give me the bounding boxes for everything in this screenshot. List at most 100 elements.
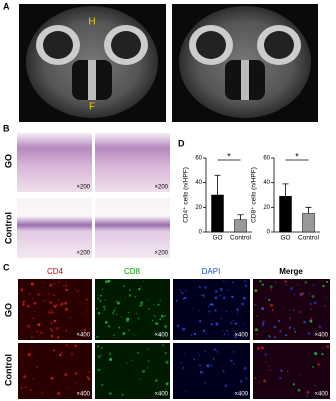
cell-dot bbox=[135, 312, 138, 314]
cell-dot bbox=[87, 371, 90, 373]
cell-dot bbox=[22, 303, 25, 306]
y-axis-label: CD4⁺ cells (n/HPF) bbox=[183, 167, 190, 223]
ct-image bbox=[172, 4, 318, 122]
magnification: ×400 bbox=[76, 333, 90, 339]
cell-dot bbox=[47, 292, 50, 295]
cell-dot bbox=[49, 327, 52, 330]
cell-dot bbox=[273, 325, 277, 329]
cell-dot bbox=[254, 377, 257, 379]
cell-dot bbox=[254, 289, 258, 293]
histology-image bbox=[95, 198, 170, 258]
cell-dot bbox=[164, 325, 168, 329]
cell-dot bbox=[27, 324, 31, 328]
cell-dot bbox=[140, 302, 144, 306]
cell-dot bbox=[277, 319, 281, 323]
magnification: ×400 bbox=[76, 392, 90, 398]
cell-dot bbox=[214, 309, 217, 312]
cell-dot bbox=[314, 352, 318, 356]
cell-dot bbox=[20, 288, 23, 292]
cell-dot bbox=[201, 371, 204, 374]
cell-dot bbox=[50, 309, 52, 311]
magnification: ×200 bbox=[76, 185, 90, 191]
cell-dot bbox=[239, 380, 243, 383]
cell-dot bbox=[64, 373, 68, 377]
cell-dot bbox=[224, 384, 228, 388]
bar bbox=[302, 213, 315, 233]
cell-dot bbox=[64, 284, 68, 287]
cell-dot bbox=[269, 369, 272, 372]
cell-dot bbox=[65, 344, 68, 347]
cell-dot bbox=[271, 309, 274, 311]
cell-dot bbox=[147, 348, 149, 350]
cell-dot bbox=[242, 296, 246, 300]
magnification: ×200 bbox=[154, 185, 168, 191]
cell-dot bbox=[104, 299, 106, 301]
cell-dot bbox=[31, 282, 33, 284]
cell-dot bbox=[268, 298, 271, 301]
cell-dot bbox=[303, 320, 307, 324]
y-tick-label: 0 bbox=[267, 230, 271, 236]
cell-dot bbox=[293, 293, 296, 296]
cell-dot bbox=[326, 280, 329, 283]
cell-dot bbox=[64, 301, 67, 305]
cell-dot bbox=[32, 377, 35, 380]
cell-dot bbox=[233, 363, 235, 365]
cell-dot bbox=[77, 290, 79, 293]
cell-dot bbox=[131, 359, 133, 361]
cell-dot bbox=[219, 294, 222, 297]
cell-dot bbox=[99, 294, 103, 297]
cell-dot bbox=[50, 334, 54, 338]
cell-dot bbox=[234, 322, 238, 325]
cell-dot bbox=[137, 317, 140, 320]
cell-dot bbox=[180, 362, 182, 364]
cell-dot bbox=[113, 309, 116, 312]
cell-dot bbox=[258, 381, 260, 384]
cell-dot bbox=[115, 300, 118, 302]
cell-dot bbox=[159, 334, 161, 336]
cell-dot bbox=[292, 383, 296, 386]
cell-dot bbox=[232, 350, 235, 353]
cell-dot bbox=[126, 319, 129, 323]
cell-dot bbox=[304, 280, 308, 284]
error-bar bbox=[305, 206, 312, 214]
magnification: ×400 bbox=[234, 392, 248, 398]
cell-dot bbox=[97, 297, 100, 300]
cell-dot bbox=[165, 388, 167, 390]
cell-dot bbox=[120, 316, 123, 318]
column-label: CD8 bbox=[124, 267, 141, 276]
row-label: GO bbox=[3, 154, 13, 168]
cell-dot bbox=[280, 369, 283, 372]
cell-dot bbox=[264, 353, 268, 356]
cell-dot bbox=[309, 319, 313, 323]
cell-dot bbox=[107, 279, 111, 283]
cell-dot bbox=[157, 386, 159, 388]
cell-dot bbox=[27, 355, 29, 358]
cell-dot bbox=[254, 328, 258, 332]
cell-dot bbox=[49, 283, 53, 287]
cell-dot bbox=[199, 319, 202, 323]
cell-dot bbox=[245, 336, 248, 338]
y-tick-label: 0 bbox=[199, 230, 203, 236]
cell-dot bbox=[260, 346, 264, 350]
cell-dot bbox=[56, 336, 60, 339]
cell-dot bbox=[313, 301, 317, 305]
cell-dot bbox=[182, 366, 185, 369]
cell-dot bbox=[222, 369, 225, 373]
cell-dot bbox=[206, 364, 210, 368]
cell-dot bbox=[220, 317, 223, 320]
magnification: ×400 bbox=[234, 333, 248, 339]
cell-dot bbox=[265, 361, 267, 363]
cell-dot bbox=[231, 281, 234, 284]
cell-dot bbox=[204, 286, 207, 289]
cell-dot bbox=[101, 383, 104, 387]
cell-dot bbox=[26, 304, 31, 308]
cell-dot bbox=[159, 318, 162, 321]
cell-dot bbox=[198, 354, 200, 356]
cell-dot bbox=[29, 389, 32, 391]
cell-dot bbox=[97, 355, 101, 359]
cell-dot bbox=[243, 323, 245, 325]
cell-dot bbox=[258, 330, 260, 332]
x-tick-label: GO bbox=[212, 235, 222, 242]
cell-dot bbox=[33, 310, 35, 312]
cell-dot bbox=[288, 326, 292, 329]
